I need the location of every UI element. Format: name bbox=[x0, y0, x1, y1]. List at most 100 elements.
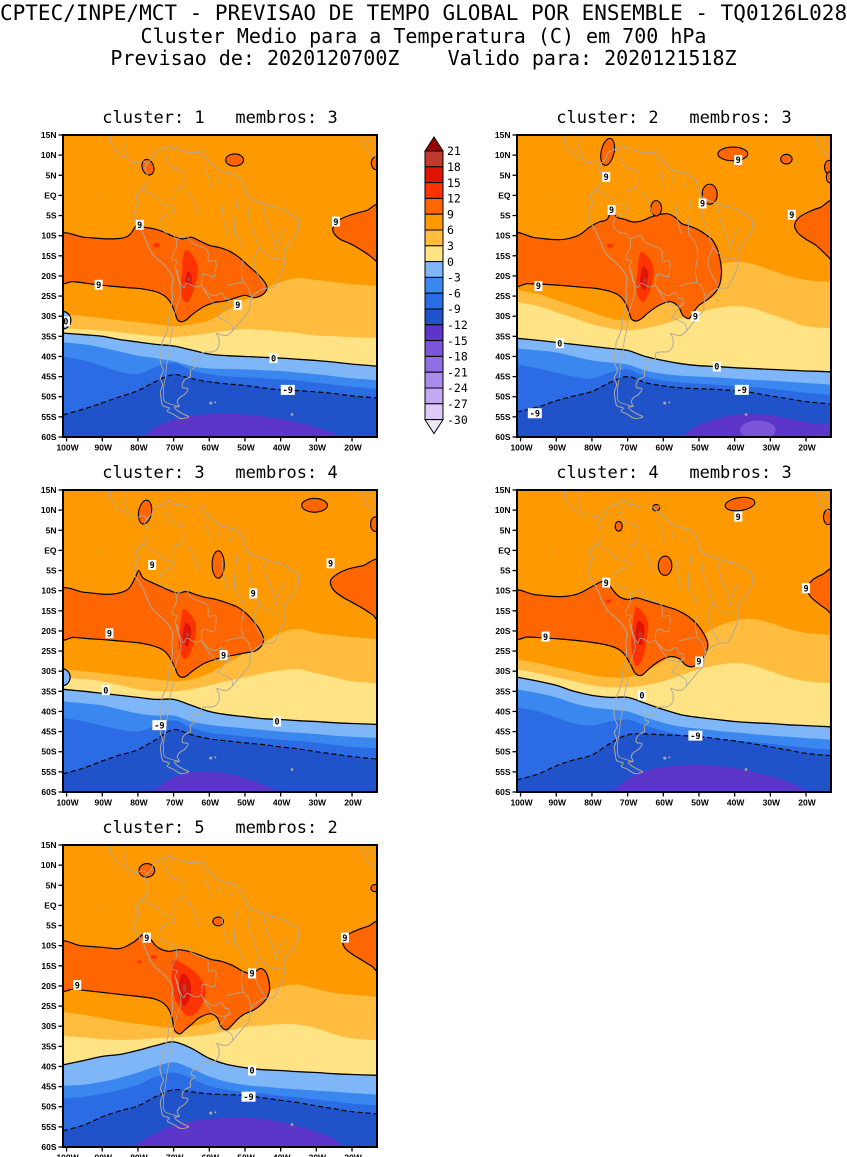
contour-label-box bbox=[73, 980, 82, 991]
contour-label: 9 bbox=[144, 934, 149, 944]
temperature-map-cluster-2: 9 9 9 9 9 9 9 0 0 -9 -9 100W 90W 80W 70W 60W 50W 40W 30W 20… bbox=[495, 130, 832, 453]
legend-cell bbox=[424, 166, 444, 184]
contour-label: 9 bbox=[251, 590, 256, 600]
border-line bbox=[687, 199, 692, 234]
y-tick-label: 35S bbox=[41, 686, 56, 696]
x-tick-label: 100W bbox=[510, 798, 533, 808]
map-shading bbox=[63, 135, 377, 437]
border-line bbox=[716, 558, 731, 605]
border-line bbox=[187, 546, 199, 571]
contour-label: 9 bbox=[736, 156, 741, 166]
y-tick-label: 50S bbox=[495, 747, 510, 757]
y-tick-label: 15S bbox=[495, 606, 510, 616]
contour-label-box bbox=[734, 154, 743, 165]
legend-tick-label: 21 bbox=[447, 144, 461, 158]
border-line bbox=[641, 191, 653, 216]
contour-label: 9 bbox=[803, 584, 808, 594]
island-dot bbox=[214, 1111, 217, 1114]
border-line bbox=[141, 544, 177, 595]
legend-tick-label: 15 bbox=[447, 176, 461, 190]
border-line bbox=[361, 135, 377, 159]
legend-cell bbox=[424, 261, 444, 278]
figure-subtitle: Cluster Medio para a Temperatura (C) em … bbox=[140, 24, 707, 48]
border-line bbox=[204, 161, 211, 190]
coastline bbox=[133, 144, 300, 420]
border-line bbox=[258, 247, 282, 260]
panel-cluster-4: cluster: 4 membros: 3 9 9 9 9 9 0 -9 100W 90W 80W… bbox=[483, 463, 835, 825]
contour-label: 9 bbox=[150, 561, 155, 571]
coastline bbox=[587, 144, 754, 420]
contour-label-box bbox=[534, 281, 543, 291]
island-dot bbox=[668, 756, 671, 759]
contour-label-box bbox=[734, 384, 749, 395]
contour-label: 0 bbox=[714, 363, 719, 373]
border-line bbox=[262, 558, 277, 605]
border-line bbox=[683, 173, 686, 187]
contour-label: 9 bbox=[609, 206, 614, 216]
contour-label-box bbox=[694, 656, 703, 667]
y-tick-label: 5N bbox=[500, 525, 511, 535]
y-tick-label: 10N bbox=[41, 505, 57, 515]
x-tick-label: 60W bbox=[202, 443, 220, 453]
legend-cell bbox=[424, 340, 444, 357]
x-tick-label: 50W bbox=[237, 443, 255, 453]
temperature-map-cluster-4: 9 9 9 9 9 0 -9 100W 90W 80W 70W 60W 50W 40W 30W 20W 15N 1… bbox=[495, 485, 832, 808]
y-tick-label: 60S bbox=[41, 787, 56, 797]
border-line bbox=[229, 883, 232, 897]
island-dot bbox=[209, 756, 213, 760]
y-tick-label: 20S bbox=[495, 271, 510, 281]
legend-cell bbox=[424, 324, 444, 342]
y-tick-label: 10S bbox=[41, 941, 56, 951]
y-tick-label: 30S bbox=[41, 1021, 56, 1031]
y-tick-label: 5S bbox=[500, 211, 511, 221]
border-line bbox=[595, 189, 631, 240]
contour-label: 0 bbox=[63, 318, 68, 328]
border-line bbox=[683, 528, 686, 542]
y-tick-label: EQ bbox=[44, 545, 57, 555]
y-tick-label: 10S bbox=[41, 586, 56, 596]
legend-tick-label: 3 bbox=[447, 239, 454, 253]
y-tick-label: 20S bbox=[41, 271, 56, 281]
y-tick-label: 25S bbox=[41, 1001, 56, 1011]
border-line bbox=[687, 588, 699, 638]
y-tick-label: 5N bbox=[500, 170, 511, 180]
y-tick-label: 55S bbox=[41, 767, 56, 777]
contour-label-box bbox=[105, 628, 114, 639]
y-tick-label: EQ bbox=[44, 900, 57, 910]
border-line bbox=[712, 247, 736, 260]
contour-label: 0 bbox=[271, 354, 276, 364]
contour-label: -9 bbox=[154, 721, 164, 731]
x-tick-label: 100W bbox=[56, 1153, 79, 1157]
contour-label: 0 bbox=[250, 1067, 255, 1077]
legend-arrow-bottom bbox=[424, 419, 444, 435]
y-tick-label: 60S bbox=[495, 432, 510, 442]
temperature-map-cluster-3: 9 9 9 9 9 0 0 -9 100W 90W 80W 70W 60W 50W 40W 30W 20W 15N… bbox=[41, 485, 378, 808]
y-tick-label: 20S bbox=[41, 981, 56, 991]
y-tick-label: 30S bbox=[41, 666, 56, 676]
contour-label: 9 bbox=[107, 630, 112, 640]
island-dot bbox=[552, 196, 555, 199]
x-tick-label: 70W bbox=[620, 443, 638, 453]
border-line bbox=[687, 233, 699, 283]
legend-cell bbox=[424, 308, 444, 326]
y-tick-label: 5S bbox=[46, 211, 57, 221]
contour-label: 9 bbox=[700, 200, 705, 210]
contour-label: 9 bbox=[333, 218, 338, 228]
border-line bbox=[654, 639, 685, 662]
map-frame bbox=[516, 134, 832, 438]
legend-cell bbox=[424, 229, 444, 247]
panel-title: cluster: 4 membros: 3 bbox=[556, 463, 792, 483]
border-line bbox=[162, 976, 182, 1117]
border-line bbox=[242, 281, 252, 299]
border-line bbox=[224, 281, 244, 287]
border-line bbox=[242, 636, 252, 654]
island-dot bbox=[663, 401, 667, 405]
contour-label: -9 bbox=[243, 1093, 253, 1103]
y-tick-label: 15N bbox=[495, 130, 511, 140]
y-tick-label: 45S bbox=[41, 372, 56, 382]
border-line bbox=[221, 558, 228, 589]
contour-label: 9 bbox=[696, 658, 701, 668]
legend-cell bbox=[424, 276, 444, 294]
x-tick-label: 20W bbox=[344, 1153, 362, 1157]
x-tick-label: 20W bbox=[344, 798, 362, 808]
